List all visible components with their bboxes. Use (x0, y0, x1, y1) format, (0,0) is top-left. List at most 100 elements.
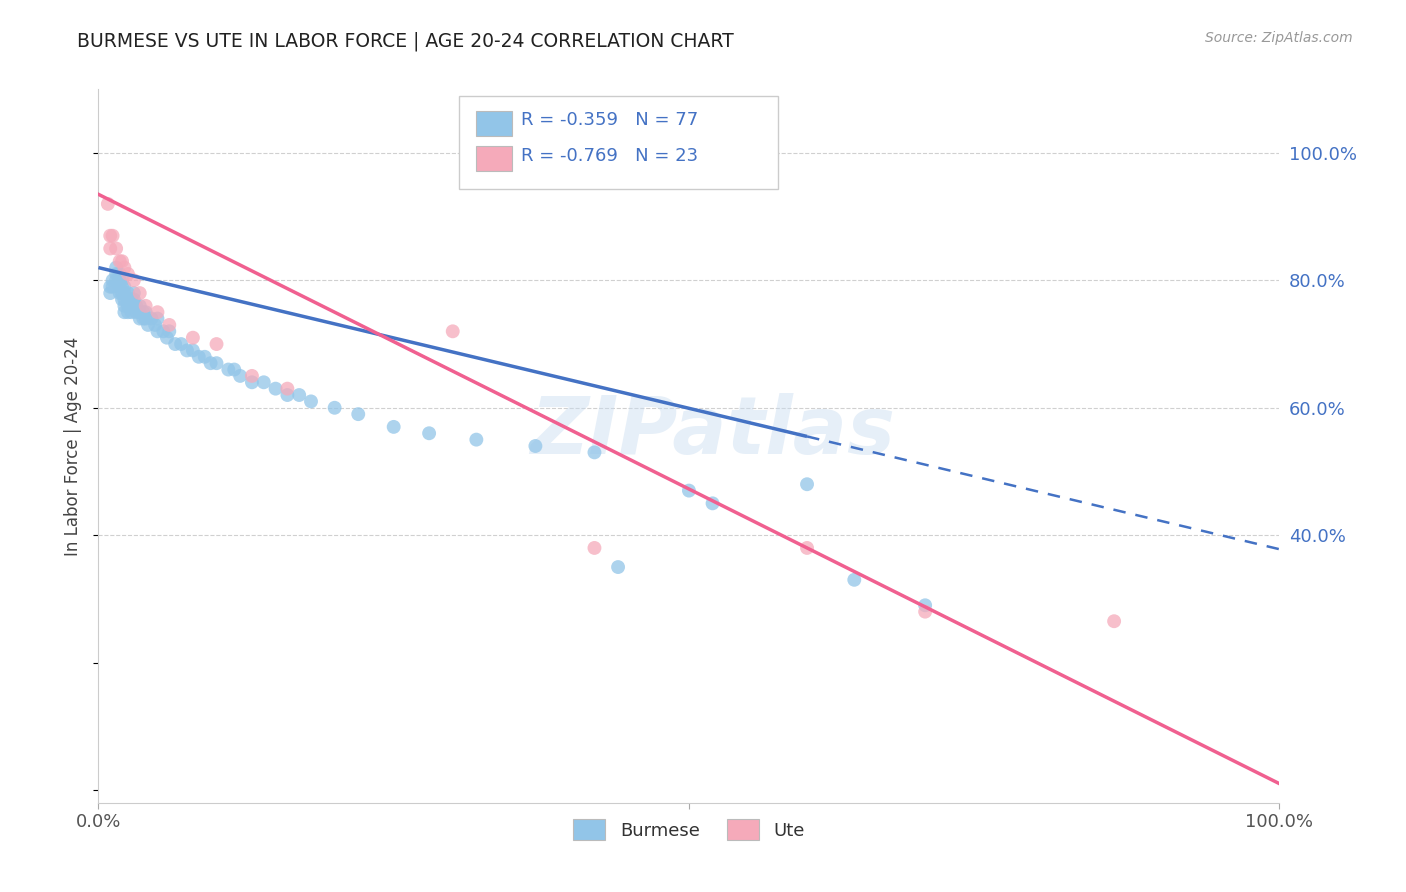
Point (112, 299, 135, 313)
Point (105, 273, 128, 287)
Point (128, 299, 150, 313)
Point (299, 394, 322, 409)
Point (121, 293, 143, 307)
Point (105, 267, 128, 281)
Point (382, 420, 405, 434)
Point (187, 350, 209, 364)
Point (146, 305, 169, 319)
Point (112, 260, 135, 275)
Point (98, 286, 121, 301)
Point (101, 279, 124, 293)
Point (117, 299, 139, 313)
Point (135, 299, 157, 313)
Point (347, 407, 370, 421)
Point (200, 356, 222, 370)
Point (122, 293, 145, 307)
Point (276, 388, 298, 402)
Point (524, 439, 547, 453)
Point (108, 267, 131, 281)
Point (157, 318, 180, 332)
Point (678, 483, 700, 498)
Point (105, 242, 128, 256)
Point (117, 293, 139, 307)
Point (112, 286, 135, 301)
Point (1102, 614, 1125, 628)
Point (796, 477, 818, 491)
Point (111, 273, 134, 287)
Point (101, 273, 124, 287)
Point (156, 331, 179, 345)
Point (128, 311, 150, 326)
Point (117, 286, 139, 301)
Point (122, 286, 145, 301)
Point (132, 311, 155, 326)
Point (157, 324, 180, 338)
Point (288, 388, 311, 402)
Point (264, 382, 287, 396)
Point (98, 242, 121, 256)
Point (217, 362, 239, 376)
Point (111, 279, 134, 293)
Point (135, 311, 157, 326)
Point (583, 541, 606, 555)
Point (441, 324, 464, 338)
Point (122, 299, 145, 313)
Point (583, 445, 606, 459)
Point (276, 382, 298, 396)
Point (176, 343, 198, 358)
Point (240, 376, 263, 390)
Point (418, 426, 440, 441)
Point (128, 286, 150, 301)
Point (108, 273, 131, 287)
Point (205, 337, 228, 351)
Point (240, 368, 263, 383)
Point (121, 299, 143, 313)
Point (125, 299, 148, 313)
FancyBboxPatch shape (477, 146, 512, 171)
Point (181, 343, 204, 358)
Point (702, 496, 724, 510)
Text: BURMESE VS UTE IN LABOR FORCE | AGE 20-24 CORRELATION CHART: BURMESE VS UTE IN LABOR FORCE | AGE 20-2… (77, 31, 734, 51)
Point (117, 305, 139, 319)
Point (117, 267, 139, 281)
Point (914, 605, 936, 619)
Point (111, 254, 134, 268)
Point (152, 324, 174, 338)
Point (181, 331, 204, 345)
Point (112, 279, 135, 293)
Point (165, 337, 187, 351)
Point (465, 433, 488, 447)
Point (97, 197, 120, 211)
Text: Source: ZipAtlas.com: Source: ZipAtlas.com (1205, 31, 1353, 45)
Point (323, 401, 346, 415)
Point (111, 286, 134, 301)
FancyBboxPatch shape (458, 96, 778, 189)
Point (98, 228, 121, 243)
Point (128, 305, 150, 319)
Point (607, 560, 630, 574)
Point (143, 318, 166, 332)
Point (122, 273, 145, 287)
Point (844, 573, 866, 587)
Point (112, 305, 135, 319)
Point (253, 376, 276, 390)
Point (796, 541, 818, 555)
Text: ZIPatlas: ZIPatlas (530, 392, 896, 471)
Text: R = -0.769   N = 23: R = -0.769 N = 23 (522, 146, 699, 164)
Point (108, 254, 131, 268)
Point (105, 260, 128, 275)
Point (146, 311, 169, 326)
Y-axis label: In Labor Force | Age 20-24: In Labor Force | Age 20-24 (65, 336, 83, 556)
Point (146, 324, 169, 338)
Point (141, 311, 163, 326)
Point (229, 368, 252, 383)
Point (170, 337, 193, 351)
Point (205, 356, 228, 370)
Point (224, 362, 246, 376)
Point (125, 305, 148, 319)
Legend: Burmese, Ute: Burmese, Ute (565, 812, 813, 847)
Point (108, 279, 131, 293)
Point (135, 305, 157, 319)
FancyBboxPatch shape (477, 111, 512, 136)
Point (121, 305, 143, 319)
